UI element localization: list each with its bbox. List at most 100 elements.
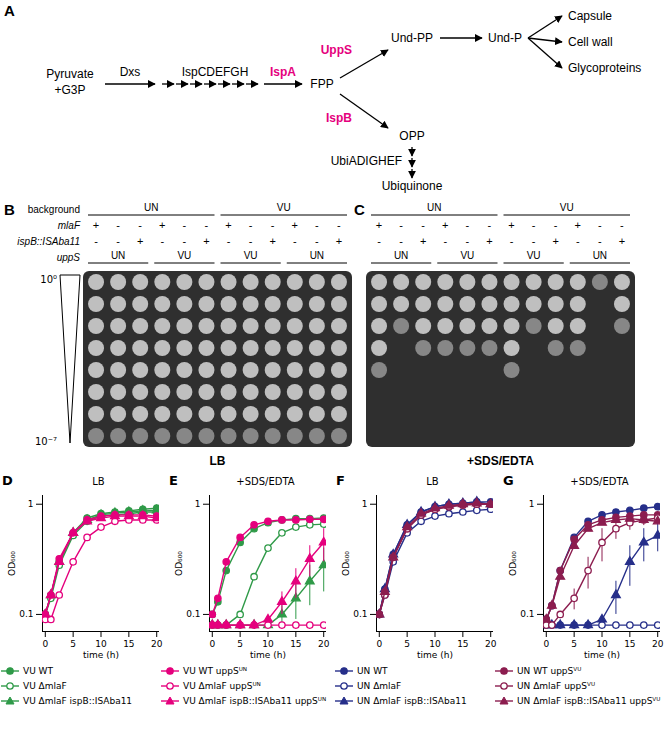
svg-text:20: 20 [318,639,330,649]
svg-text:10: 10 [262,639,274,649]
svg-text:5: 5 [404,639,410,649]
svg-text:Dxs: Dxs [120,65,141,79]
svg-text:+: + [159,219,165,231]
svg-text:time (h): time (h) [584,650,620,660]
svg-text:-: - [443,235,447,247]
svg-text:FPP: FPP [310,77,333,91]
svg-text:20: 20 [151,639,163,649]
svg-text:-: - [466,219,470,231]
svg-text:0.1: 0.1 [186,609,200,619]
svg-text:IspA: IspA [270,65,296,79]
svg-text:-: - [315,219,319,231]
svg-text:+: + [225,219,231,231]
svg-text:Pyruvate: Pyruvate [46,67,94,81]
svg-text:-: - [576,235,580,247]
svg-text:UN: UN [111,250,125,261]
svg-text:-: - [116,235,120,247]
svg-text:-: - [138,219,142,231]
svg-text:OPP: OPP [399,129,424,143]
svg-text:UN: UN [310,250,324,261]
svg-text:-: - [337,219,341,231]
svg-text:VU: VU [560,202,574,213]
svg-text:UN: UN [144,202,158,213]
svg-text:0: 0 [543,639,549,649]
svg-text:0.1: 0.1 [19,609,33,619]
svg-text:15: 15 [624,639,635,649]
svg-text:uppS: uppS [57,252,81,263]
svg-text:+: + [336,235,342,247]
svg-text:IspCDEFGH: IspCDEFGH [182,65,249,79]
svg-text:1: 1 [529,499,535,509]
svg-text:-: - [421,219,425,231]
svg-text:background: background [28,204,80,215]
svg-text:10: 10 [95,639,107,649]
svg-text:mlaF: mlaF [58,220,81,231]
svg-text:Und-PP: Und-PP [391,31,433,45]
svg-text:-: - [598,235,602,247]
svg-text:10: 10 [596,639,608,649]
svg-text:-: - [377,235,381,247]
svg-text:+G3P: +G3P [54,83,85,97]
svg-text:1: 1 [28,499,34,509]
svg-text:5: 5 [70,639,76,649]
svg-text:-: - [598,219,602,231]
svg-text:Ubiquinone: Ubiquinone [382,179,443,193]
svg-text:-: - [249,219,253,231]
svg-text:-: - [554,219,558,231]
svg-text:UN: UN [593,250,607,261]
svg-text:10: 10 [429,639,441,649]
svg-text:15: 15 [123,639,134,649]
svg-text:LB: LB [210,454,226,468]
svg-text:5: 5 [237,639,243,649]
svg-text:UN: UN [394,250,408,261]
svg-text:10⁰: 10⁰ [40,274,57,285]
svg-text:OD₆₀₀: OD₆₀₀ [341,551,351,576]
svg-text:+: + [203,235,209,247]
svg-text:0.1: 0.1 [520,609,534,619]
svg-text:IspB: IspB [326,111,352,125]
svg-text:-: - [399,219,403,231]
svg-text:20: 20 [485,639,497,649]
svg-text:Und-P: Und-P [488,31,522,45]
svg-text:UbiADIGHEF: UbiADIGHEF [331,154,402,168]
svg-text:-: - [249,235,253,247]
svg-text:15: 15 [457,639,468,649]
svg-text:20: 20 [652,639,664,649]
svg-text:+: + [442,219,448,231]
svg-text:+: + [137,235,143,247]
svg-text:OD₆₀₀: OD₆₀₀ [508,551,518,576]
svg-text:Capsule: Capsule [568,9,612,23]
svg-text:-: - [399,235,403,247]
svg-text:-: - [532,219,536,231]
svg-text:+: + [292,219,298,231]
svg-text:+SDS/EDTA: +SDS/EDTA [467,454,534,468]
svg-text:-: - [488,219,492,231]
svg-text:VU: VU [244,250,258,261]
svg-text:+: + [508,219,514,231]
svg-text:time (h): time (h) [250,650,286,660]
svg-text:Glycoproteins: Glycoproteins [568,61,641,75]
svg-text:VU: VU [177,250,191,261]
svg-text:Cell wall: Cell wall [568,35,613,49]
svg-text:1: 1 [362,499,368,509]
svg-text:VU: VU [527,250,541,261]
svg-text:-: - [205,219,209,231]
svg-text:-: - [315,235,319,247]
svg-text:ispB::ISAba11: ispB::ISAba11 [17,236,80,247]
svg-text:0: 0 [42,639,48,649]
svg-text:time (h): time (h) [83,650,119,660]
svg-text:+: + [420,235,426,247]
svg-text:-: - [466,235,470,247]
svg-text:+: + [552,235,558,247]
svg-text:A: A [4,2,15,19]
svg-text:-: - [160,235,164,247]
svg-text:C: C [354,201,365,218]
svg-text:-: - [183,235,187,247]
svg-text:-: - [510,235,514,247]
svg-text:0: 0 [209,639,215,649]
svg-text:-: - [227,235,231,247]
svg-text:-: - [532,235,536,247]
svg-text:UN: UN [427,202,441,213]
svg-text:+: + [486,235,492,247]
svg-text:-: - [271,219,275,231]
